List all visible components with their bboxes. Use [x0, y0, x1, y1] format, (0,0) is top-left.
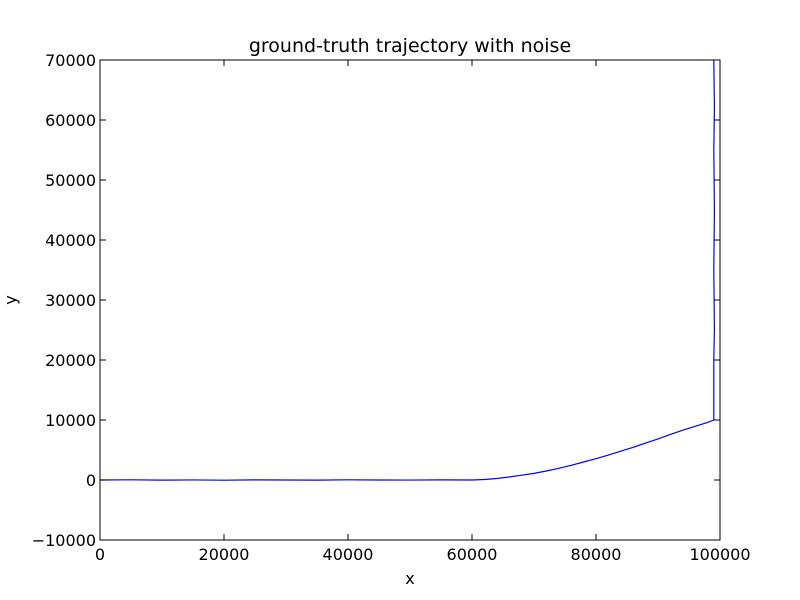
x-tick-label: 60000	[447, 545, 498, 564]
x-tick-label: 80000	[571, 545, 622, 564]
y-tick-label: −10000	[32, 531, 96, 550]
x-tick-label: 20000	[199, 545, 250, 564]
x-tick-label: 0	[95, 545, 105, 564]
ticks-layer: 0 20000 40000 60000 80000 100000−100000100002…	[32, 51, 751, 564]
y-tick-label: 30000	[45, 291, 96, 310]
y-tick-label: 60000	[45, 111, 96, 130]
y-tick-label: 50000	[45, 171, 96, 190]
series-line-0	[99, 59, 716, 481]
data-layer	[99, 59, 716, 481]
y-tick-label: 0	[86, 471, 96, 490]
y-axis-label: y	[1, 295, 20, 304]
x-tick-label: 40000	[323, 545, 374, 564]
y-tick-label: 10000	[45, 411, 96, 430]
y-tick-label: 20000	[45, 351, 96, 370]
chart-title: ground-truth trajectory with noise	[249, 35, 571, 57]
y-tick-label: 70000	[45, 51, 96, 70]
y-tick-label: 40000	[45, 231, 96, 250]
plot-background	[100, 60, 720, 540]
x-axis-label: x	[405, 569, 414, 588]
x-tick-label: 100000	[689, 545, 750, 564]
